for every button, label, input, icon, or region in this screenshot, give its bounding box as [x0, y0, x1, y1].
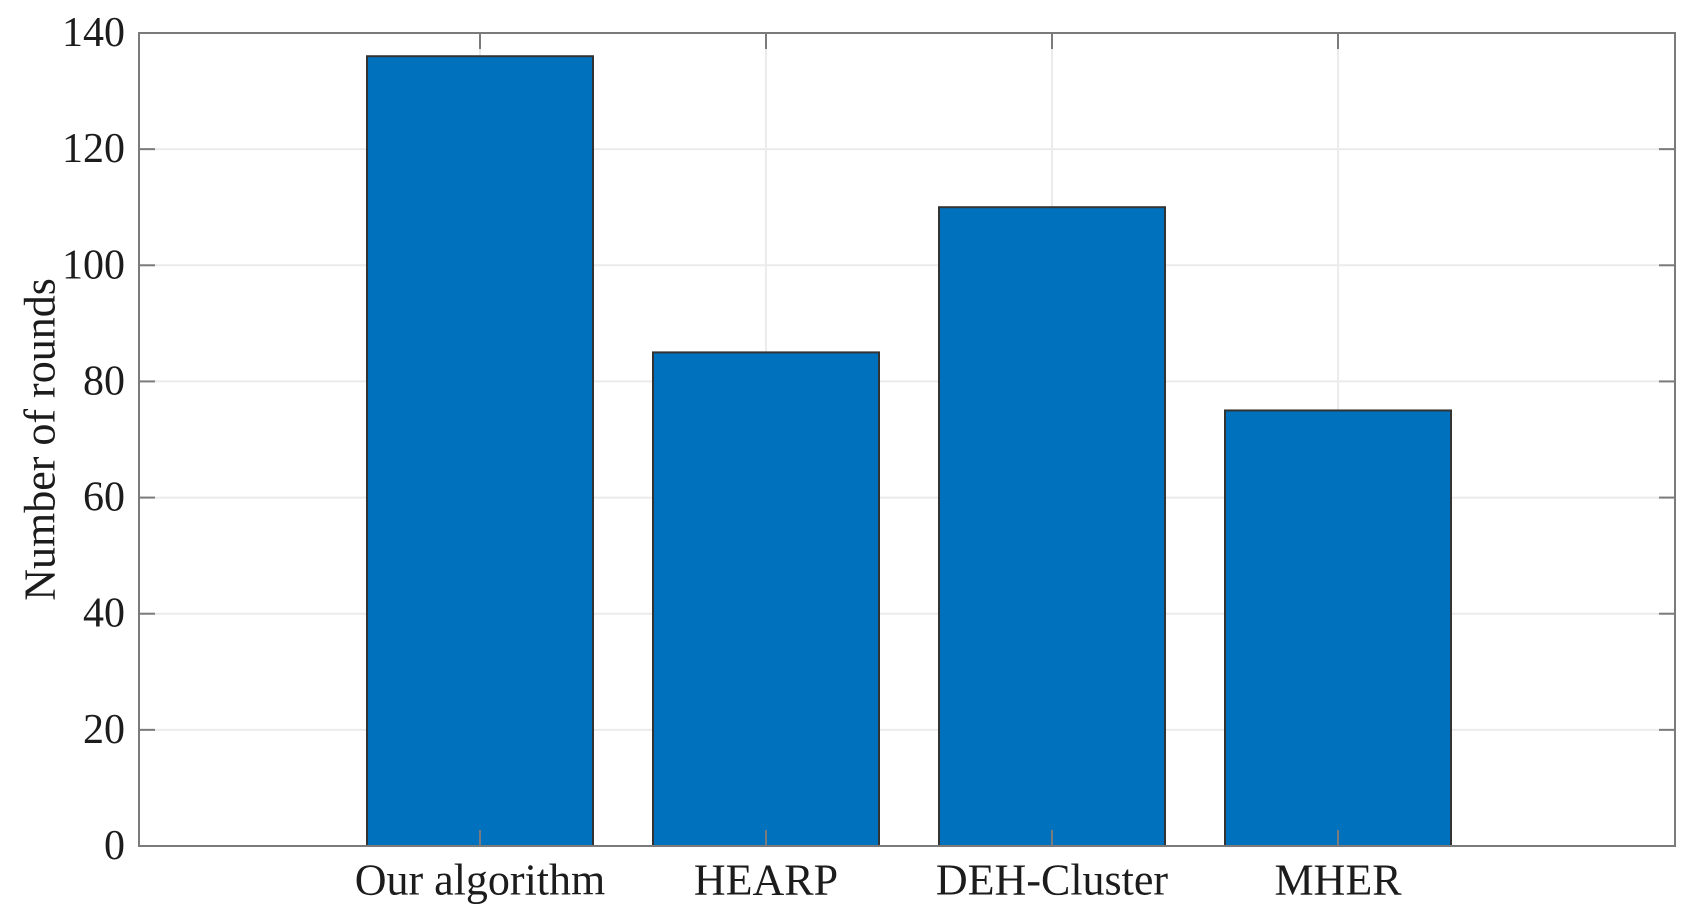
- y-tick-label: 0: [104, 823, 125, 869]
- bar-1: [366, 55, 594, 847]
- y-tick-label: 20: [83, 707, 125, 753]
- x-category-label: HEARP: [694, 856, 838, 905]
- bar-2: [652, 351, 880, 847]
- y-tick-label: 120: [62, 126, 125, 172]
- y-tick-label: 40: [83, 591, 125, 637]
- x-category-label: Our algorithm: [355, 856, 606, 905]
- x-category-label: MHER: [1274, 856, 1402, 905]
- y-tick-label: 60: [83, 475, 125, 521]
- y-tick-label: 140: [62, 10, 125, 56]
- bar-4: [1224, 409, 1452, 847]
- axes-box: [138, 32, 1676, 847]
- y-tick-label: 100: [62, 242, 125, 288]
- y-axis-label: Number of rounds: [16, 278, 65, 601]
- x-category-label: DEH-Cluster: [936, 856, 1169, 905]
- bar-3: [938, 206, 1166, 847]
- y-tick-label: 80: [83, 358, 125, 404]
